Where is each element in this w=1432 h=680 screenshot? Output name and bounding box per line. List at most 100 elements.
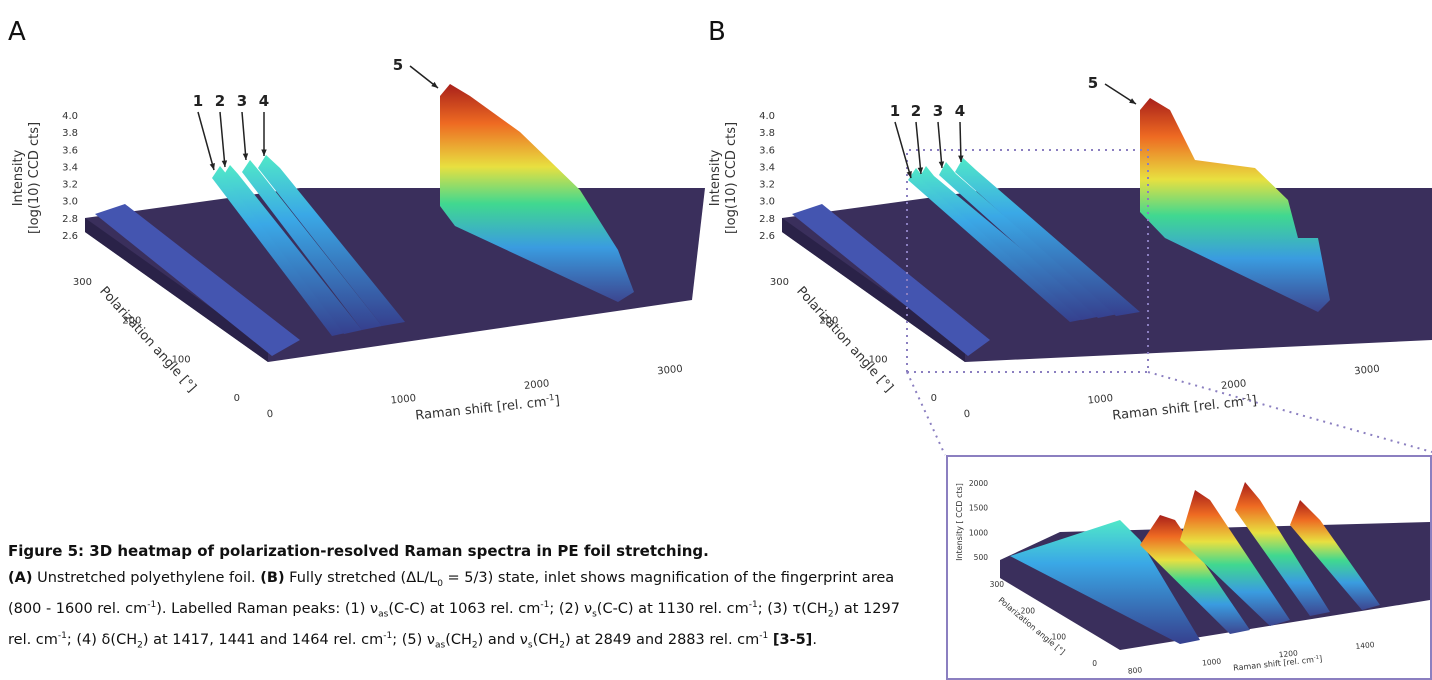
tick-label: 3.8 [62,128,78,139]
peak-arrow [219,111,226,168]
caption-run: 2 [137,640,143,651]
tick-label: 3.8 [759,128,775,139]
caption-run: ; (3) τ(CH [757,600,828,617]
tick-label: 2000 [523,378,549,392]
peak-label: 1 [890,102,900,120]
caption-run: ) and ν [477,631,528,648]
caption-run: -1 [57,630,67,641]
tick-label: 3.4 [62,162,78,173]
peak-arrow [959,121,962,163]
tick-label: 2.6 [62,231,78,242]
caption-run: (B) [260,570,285,586]
tick-label: 1400 [1355,640,1375,651]
peak-label: 2 [911,102,921,120]
caption-run: 0 [437,578,443,589]
arrow-head [221,160,228,167]
surface-b [782,98,1432,456]
tick-label: 1500 [969,504,988,513]
axis-label: Raman shift [rel. cm-1] [414,391,560,423]
tick-label: 1000 [969,528,988,537]
caption-run: ; (5) ν [392,631,435,648]
arrow-head [242,153,249,160]
tick-label: 800 [1127,665,1142,675]
inset [946,455,1432,680]
peak-label: 3 [237,92,247,110]
arrow-head [917,167,924,174]
tick-label: 0 [266,409,273,421]
caption-title: Figure 5: 3D heatmap of polarization-res… [8,542,709,560]
axis-label-part: Raman shift [rel. cm [415,395,548,424]
caption-run: 2 [471,640,478,651]
axis-label: Intensity [ CCD cts] [955,483,964,561]
tick-label: 0 [963,409,970,421]
tick-label: 3.6 [62,145,78,156]
tick-label: 2.8 [62,214,78,225]
caption-run: (C-C) at 1130 rel. cm [596,600,749,617]
axis-label-part: ] [1251,393,1258,408]
tick-label: 4.0 [62,111,78,122]
caption-run: [3-5] [772,631,813,648]
tick-label: 3000 [1354,364,1380,378]
tick-label: 200 [819,316,838,327]
caption-run: . [812,631,817,648]
caption-run: -1 [147,599,157,610]
caption: Figure 5: 3D heatmap of polarization-res… [8,542,918,656]
axis-label: Intensity [11,149,26,206]
axis-label-part: ] [554,393,561,408]
caption-run: -1 [540,599,550,610]
tick-label: 3.0 [62,197,78,208]
tick-label: 3.6 [759,145,775,156]
caption-run: 2 [827,609,834,620]
tick-label: 100 [1052,633,1067,642]
tick-label: 500 [974,553,989,562]
tick-label: 300 [990,580,1005,589]
tick-label: 1000 [1087,393,1113,407]
tick-label: 1000 [390,393,416,407]
arrow-head [938,161,945,168]
caption-run: ) at 1297 rel. cm [8,600,900,648]
caption-run: 2 [559,640,565,651]
caption-run: ; (2) ν [549,600,593,617]
peak-arrow [241,111,247,161]
arrow-head [209,163,215,170]
caption-run: s [527,640,533,651]
axis-label: Raman shift [rel. cm-1] [1111,391,1257,423]
tick-label: 0 [931,393,937,404]
axis-label: [log(10) CCD cts] [27,122,42,234]
tick-label: 2000 [969,479,988,488]
axis-label-part: Raman shift [rel. cm [1112,395,1245,424]
peak-label: 4 [259,92,269,110]
tick-label: 4.0 [759,111,775,122]
caption-body: (A) Unstretched polyethylene foil. (B) F… [8,568,918,656]
axis-label-part: ] [1319,654,1323,663]
surface-a [85,84,705,362]
tick-label: 3.2 [62,180,78,191]
panel-letter: A [8,17,26,47]
caption-run: -1 [383,630,393,641]
axis-label-part: -1 [545,392,554,403]
peak-label: 4 [955,102,965,120]
axis-label: [log(10) CCD cts] [724,122,739,234]
tick-label: 300 [73,277,92,288]
caption-run: = 5/3) state, inlet shows magnification … [8,570,895,617]
arrow-head [261,149,267,156]
tick-label: 2000 [1220,378,1246,392]
tick-label: 1200 [1278,648,1298,659]
peak-arrow [894,121,912,179]
tick-label: 3.2 [759,180,775,191]
tick-label: 100 [869,354,888,365]
caption-run: -1 [759,630,769,641]
axis-label-part: -1 [1313,655,1319,662]
axis-label: Intensity [708,149,723,206]
caption-run: (CH [532,631,560,648]
peak-label: 5 [393,56,403,74]
axis-label-part: -1 [1242,392,1251,403]
arrow-head [958,155,964,162]
tick-label: 300 [770,277,789,288]
tick-label: 1000 [1202,657,1222,668]
tick-label: 3.0 [759,197,775,208]
caption-run: (CH [445,631,472,648]
panel-letter: B [708,17,726,47]
tick-label: 2.8 [759,214,775,225]
